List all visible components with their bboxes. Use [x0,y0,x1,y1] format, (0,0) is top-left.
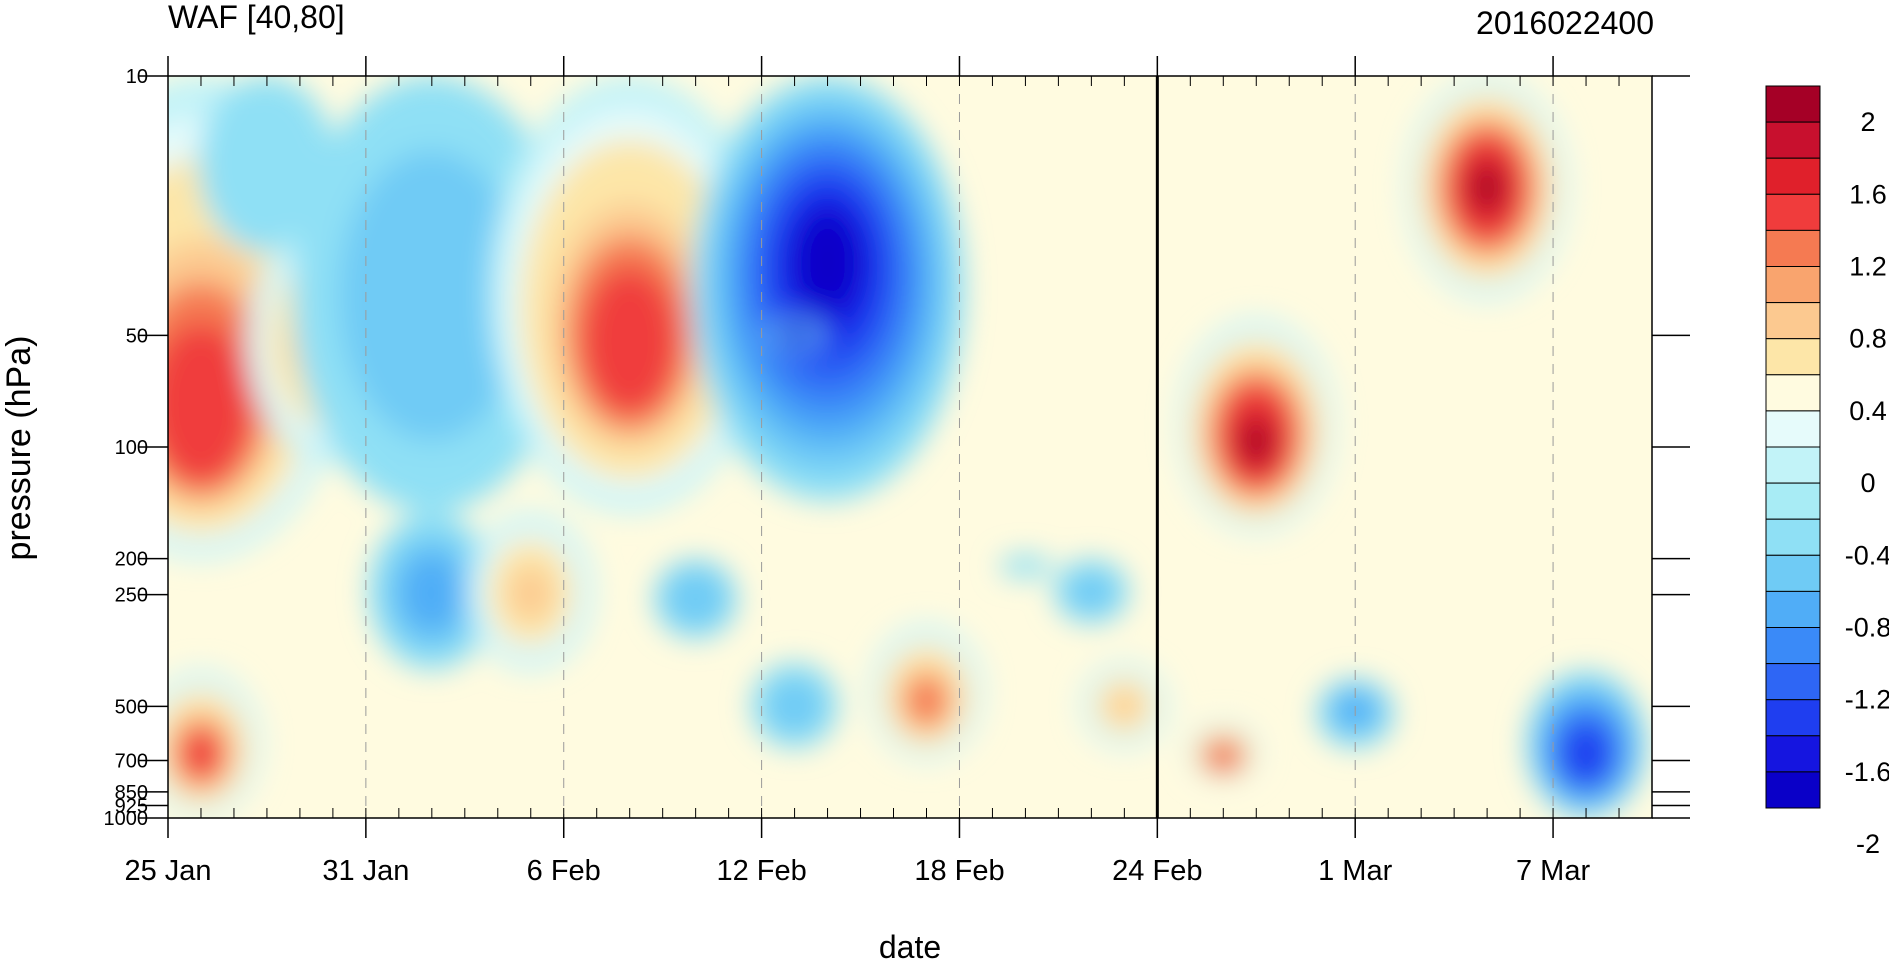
colorbar-swatch [1765,338,1821,376]
y-tick-label: 200 [115,549,148,571]
colorbar-label: -0.8 [1845,613,1889,643]
x-tick-label: 18 Feb [914,855,1004,887]
y-tick-label: 700 [115,751,148,773]
x-tick-label: 1 Mar [1318,855,1392,887]
y-tick-label: 500 [115,696,148,718]
colorbar-label: -2 [1856,829,1880,859]
contour-band [184,405,218,460]
colorbar-swatch [1765,193,1821,231]
y-axis-ticks [138,75,1690,819]
colorbar-swatch [1765,482,1821,520]
y-tick-label: 250 [115,585,148,607]
plot-area [168,76,1652,818]
colorbar-swatch [1765,735,1821,773]
contour-band [194,750,208,767]
x-axis-tick-labels: 25 Jan 31 Jan 6 Feb 12 Feb 18 Feb 24 Feb 1 Mar… [124,855,1590,887]
chart-subtitle: 2016022400 [1476,5,1654,41]
x-axis-label: date [879,929,941,961]
colorbar-swatch [1765,663,1821,701]
colorbar-swatch [1765,699,1821,737]
colorbar-swatch [1765,518,1821,556]
colorbar-swatch [1765,771,1821,809]
contour-band [1219,756,1227,763]
colorbar [1765,85,1821,809]
colorbar-label: 0 [1860,468,1875,498]
colorbar-label: 0.8 [1849,324,1887,354]
contour-band [919,696,934,714]
y-tick-label: 100 [115,437,148,459]
y-tick-label: 925 [115,795,148,817]
y-tick-label: 50 [126,325,148,347]
x-tick-label: 25 Jan [124,855,211,887]
contour-layer [168,76,1647,818]
contour-band [614,332,646,382]
colorbar-swatch [1765,627,1821,665]
chart-title: WAF [40,80] [168,0,345,35]
contour-band [520,580,542,608]
colorbar-label: 1.6 [1849,179,1887,209]
colorbar-label: 2 [1860,107,1875,137]
contour-band [1249,436,1263,455]
contour-band [1078,582,1105,605]
contour-band [415,574,448,614]
contour-band [1578,749,1594,768]
x-tick-label: 31 Jan [322,855,409,887]
colorbar-swatch [1765,374,1821,412]
colorbar-swatch [1765,410,1821,448]
contour-band [685,585,707,606]
y-tick-label: 850 [115,782,148,804]
colorbar-swatch [1765,554,1821,592]
colorbar-label: -1.6 [1845,757,1889,787]
y-axis-label: pressure (hPa) [0,336,38,561]
x-tick-label: 24 Feb [1112,855,1202,887]
x-tick-label: 7 Mar [1516,855,1590,887]
colorbar-label: -1.2 [1845,685,1889,715]
contour-band [779,691,810,721]
colorbar-label: -0.4 [1845,540,1889,570]
colorbar-swatch [1765,590,1821,629]
colorbar-label: 0.4 [1849,396,1887,426]
contour-band [1480,178,1494,197]
x-tick-label: 6 Feb [527,855,601,887]
contour-band [1012,560,1039,573]
colorbar-swatch [1765,157,1821,195]
y-tick-label: 1000 [104,808,149,830]
colorbar-swatch [1765,85,1821,123]
colorbar-swatch [1765,229,1821,267]
x-tick-label: 12 Feb [716,855,806,887]
contour-band [792,333,797,337]
y-tick-label: 10 [126,66,148,88]
contour-band [1117,698,1132,714]
contour-band [385,224,479,371]
contour-band [812,233,843,281]
x-axis-ticks [167,56,1620,838]
colorbar-swatch [1765,121,1821,159]
colorbar-label: 1.2 [1849,252,1887,282]
contour-band [232,90,302,180]
colorbar-labels: 2 1.6 1.2 0.8 0.4 0 -0.4 -0.8 -1.2 -1.6 -2 [1845,107,1889,859]
colorbar-swatch [1765,446,1821,484]
colorbar-swatch [1765,302,1821,340]
colorbar-swatch [1765,266,1821,304]
